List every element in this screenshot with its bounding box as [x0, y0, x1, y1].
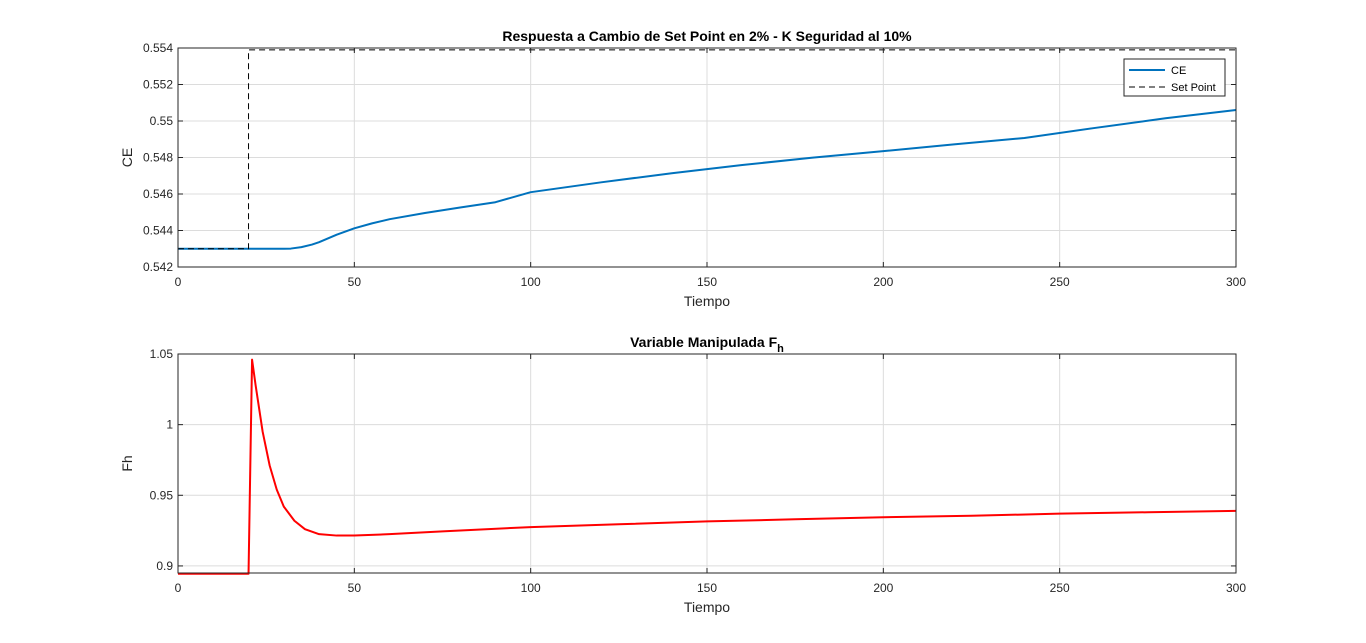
ce-legend-label: Set Point [1171, 82, 1216, 94]
ce-x-tick-label: 0 [175, 275, 182, 289]
ce-chart-title: Respuesta a Cambio de Set Point en 2% - … [502, 28, 912, 44]
fh-y-tick-label: 1 [166, 418, 173, 432]
ce-x-tick-label: 150 [697, 275, 717, 289]
fh-x-tick-label: 50 [348, 581, 362, 595]
fh-y-tick-label: 0.9 [156, 559, 173, 573]
fh-x-axis-label: Tiempo [684, 599, 730, 615]
fh-x-tick-label: 200 [873, 581, 893, 595]
ce-x-tick-label: 300 [1226, 275, 1246, 289]
ce-x-tick-label: 100 [521, 275, 541, 289]
ce-y-tick-label: 0.554 [143, 41, 173, 55]
fh-x-tick-label: 300 [1226, 581, 1246, 595]
fh-y-tick-label: 1.05 [150, 347, 174, 361]
ce-legend: CE Set Point [1123, 58, 1226, 97]
fh-series-fh-line [178, 358, 1237, 575]
ce-y-axis-label: CE [119, 148, 135, 167]
fh-chart-title-subscript: h [777, 343, 784, 355]
ce-y-tick-label: 0.55 [150, 114, 174, 128]
ce-y-tick-label: 0.552 [143, 78, 173, 92]
ce-x-tick-label: 250 [1050, 275, 1070, 289]
fh-x-tick-label: 100 [521, 581, 541, 595]
fh-x-tick-label: 250 [1050, 581, 1070, 595]
fh-y-axis-label: Fh [119, 455, 135, 471]
ce-legend-label: CE [1171, 65, 1186, 77]
ce-x-tick-label: 200 [873, 275, 893, 289]
ce-y-tick-label: 0.544 [143, 224, 173, 238]
chart-manipulated-variable: 0 50 100 150 200 250 300 0.9 0.95 1 1.05 Variable M… [119, 334, 1246, 615]
chart-ce-response: 0 50 100 150 200 250 300 0.542 0.544 0.546 0.548 0.… [119, 28, 1246, 309]
ce-x-axis-label: Tiempo [684, 293, 730, 309]
ce-legend-box [1123, 58, 1226, 97]
fh-chart-title: Variable Manipulada Fh [630, 334, 784, 355]
ce-x-tick-label: 50 [348, 275, 362, 289]
fh-x-tick-label: 0 [175, 581, 182, 595]
ce-y-tick-label: 0.542 [143, 260, 173, 274]
ce-series-set-point-line [178, 49, 1236, 250]
ce-y-tick-label: 0.546 [143, 187, 173, 201]
ce-y-tick-label: 0.548 [143, 151, 173, 165]
fh-x-tick-label: 150 [697, 581, 717, 595]
ce-series-ce-line [178, 109, 1237, 250]
fh-y-tick-label: 0.95 [150, 488, 174, 502]
